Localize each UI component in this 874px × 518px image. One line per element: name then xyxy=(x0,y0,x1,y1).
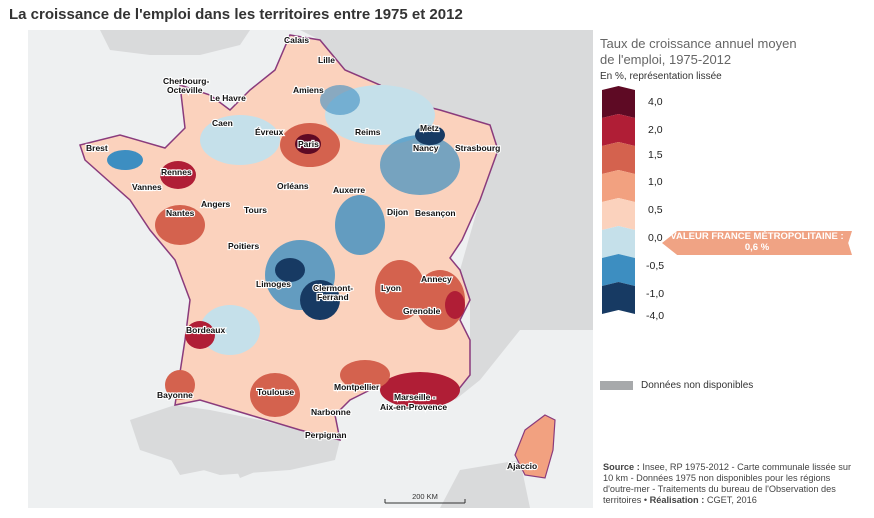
city-label: Grenoble xyxy=(403,306,441,316)
no-data-label: Données non disponibles xyxy=(641,380,754,391)
city-label: Poitiers xyxy=(228,241,259,251)
city-label: Limoges xyxy=(256,279,291,289)
city-label: Marseille - xyxy=(394,392,436,402)
city-label: Brest xyxy=(86,143,108,153)
city-label: Toulouse xyxy=(257,387,294,397)
city-label: Bordeaux xyxy=(186,325,225,335)
city-label: Lyon xyxy=(381,283,401,293)
legend-tick: -1,0 xyxy=(646,288,665,300)
city-label: Lille xyxy=(318,55,335,65)
legend-tick: -0,5 xyxy=(646,260,665,272)
legend-swatch xyxy=(602,282,635,314)
city-label: Narbonne xyxy=(311,407,351,417)
growth-patches xyxy=(107,85,465,417)
legend-tick: 1,0 xyxy=(648,176,663,188)
city-label: Dijon xyxy=(387,207,408,217)
no-data-swatch xyxy=(600,380,633,390)
city-label: Metz xyxy=(420,123,439,133)
source-note: Source : Insee, RP 1975-2012 - Carte com… xyxy=(603,462,863,506)
legend: Taux de croissance annuel moyen de l'emp… xyxy=(600,36,870,391)
city-label: Aix-en-Provence xyxy=(380,402,447,412)
city-label: Reims xyxy=(355,127,381,137)
legend-tick: 2,0 xyxy=(648,124,663,136)
city-label: Nancy xyxy=(413,143,439,153)
city-label: Perpignan xyxy=(305,430,347,440)
legend-swatch xyxy=(602,254,635,286)
legend-swatch xyxy=(602,170,635,202)
legend-swatch xyxy=(602,198,635,230)
city-label: Clermont- xyxy=(313,283,353,293)
city-label: Nantes xyxy=(166,208,195,218)
city-label: Ajaccio xyxy=(507,461,537,471)
map-title: La croissance de l'emploi dans les terri… xyxy=(9,6,463,23)
city-label: Vannes xyxy=(132,182,162,192)
legend-tick: 4,0 xyxy=(648,96,663,108)
france-map: Calais Lille Cherbourg- Octeville Le Hav… xyxy=(28,30,593,508)
legend-swatch xyxy=(602,226,635,258)
city-labels: Calais Lille Cherbourg- Octeville Le Hav… xyxy=(85,34,538,472)
france-value-label: VALEUR FRANCE MÉTROPOLITAINE : xyxy=(670,231,844,242)
france-value-callout: VALEUR FRANCE MÉTROPOLITAINE : 0,6 % xyxy=(662,231,852,255)
no-data-legend: Données non disponibles xyxy=(600,380,753,391)
source-text: Insee, RP 1975-2012 - Carte communale li… xyxy=(603,462,852,505)
city-label: Tours xyxy=(244,205,267,215)
color-ramp xyxy=(602,86,635,314)
legend-tick: 1,5 xyxy=(648,149,663,161)
city-label: Octeville xyxy=(167,85,203,95)
uk-coast xyxy=(100,30,250,55)
legend-tick: -4,0 xyxy=(646,310,665,322)
city-label: Annecy xyxy=(421,274,452,284)
legend-scale: 4,0 2,0 1,5 1,0 0,5 0,0 -0,5 -1,0 -4,0 V… xyxy=(600,86,870,391)
legend-tick: 0,0 xyxy=(648,232,663,244)
legend-swatch xyxy=(602,142,635,174)
city-label: Orléans xyxy=(277,181,309,191)
credit-label: Réalisation : xyxy=(649,495,705,505)
neighbor-countries xyxy=(130,30,593,475)
corsica xyxy=(514,414,556,479)
city-label: Amiens xyxy=(293,85,324,95)
legend-subtitle: En %, représentation lissée xyxy=(600,71,722,82)
legend-swatch xyxy=(602,86,635,118)
city-label: Évreux xyxy=(255,127,284,137)
city-label: Cherbourg- xyxy=(163,76,209,86)
city-label: Angers xyxy=(201,199,231,209)
legend-title-2: de l'emploi, 1975-2012 xyxy=(600,52,732,67)
credit-text: CGET, 2016 xyxy=(704,495,757,505)
city-label: Rennes xyxy=(161,167,192,177)
legend-swatch xyxy=(602,114,635,146)
city-label: Strasbourg xyxy=(455,143,500,153)
city-label: Paris xyxy=(298,139,319,149)
mediterranean-islands xyxy=(170,450,530,508)
scale-bar: 200 KM xyxy=(384,492,466,504)
city-label: Montpellier xyxy=(334,382,380,392)
city-label: Calais xyxy=(284,35,309,45)
city-label: Auxerre xyxy=(333,185,365,195)
city-label: Caen xyxy=(212,118,233,128)
legend-title-1: Taux de croissance annuel moyen xyxy=(600,36,797,51)
france-value: 0,6 % xyxy=(744,242,770,253)
city-label: Ferrand xyxy=(317,292,349,302)
city-label: Le Havre xyxy=(210,93,246,103)
city-label: Besançon xyxy=(415,208,456,218)
scale-label: 200 KM xyxy=(412,492,438,501)
legend-tick: 0,5 xyxy=(648,204,663,216)
city-label: Bayonne xyxy=(157,390,193,400)
source-label: Source : xyxy=(603,462,640,472)
